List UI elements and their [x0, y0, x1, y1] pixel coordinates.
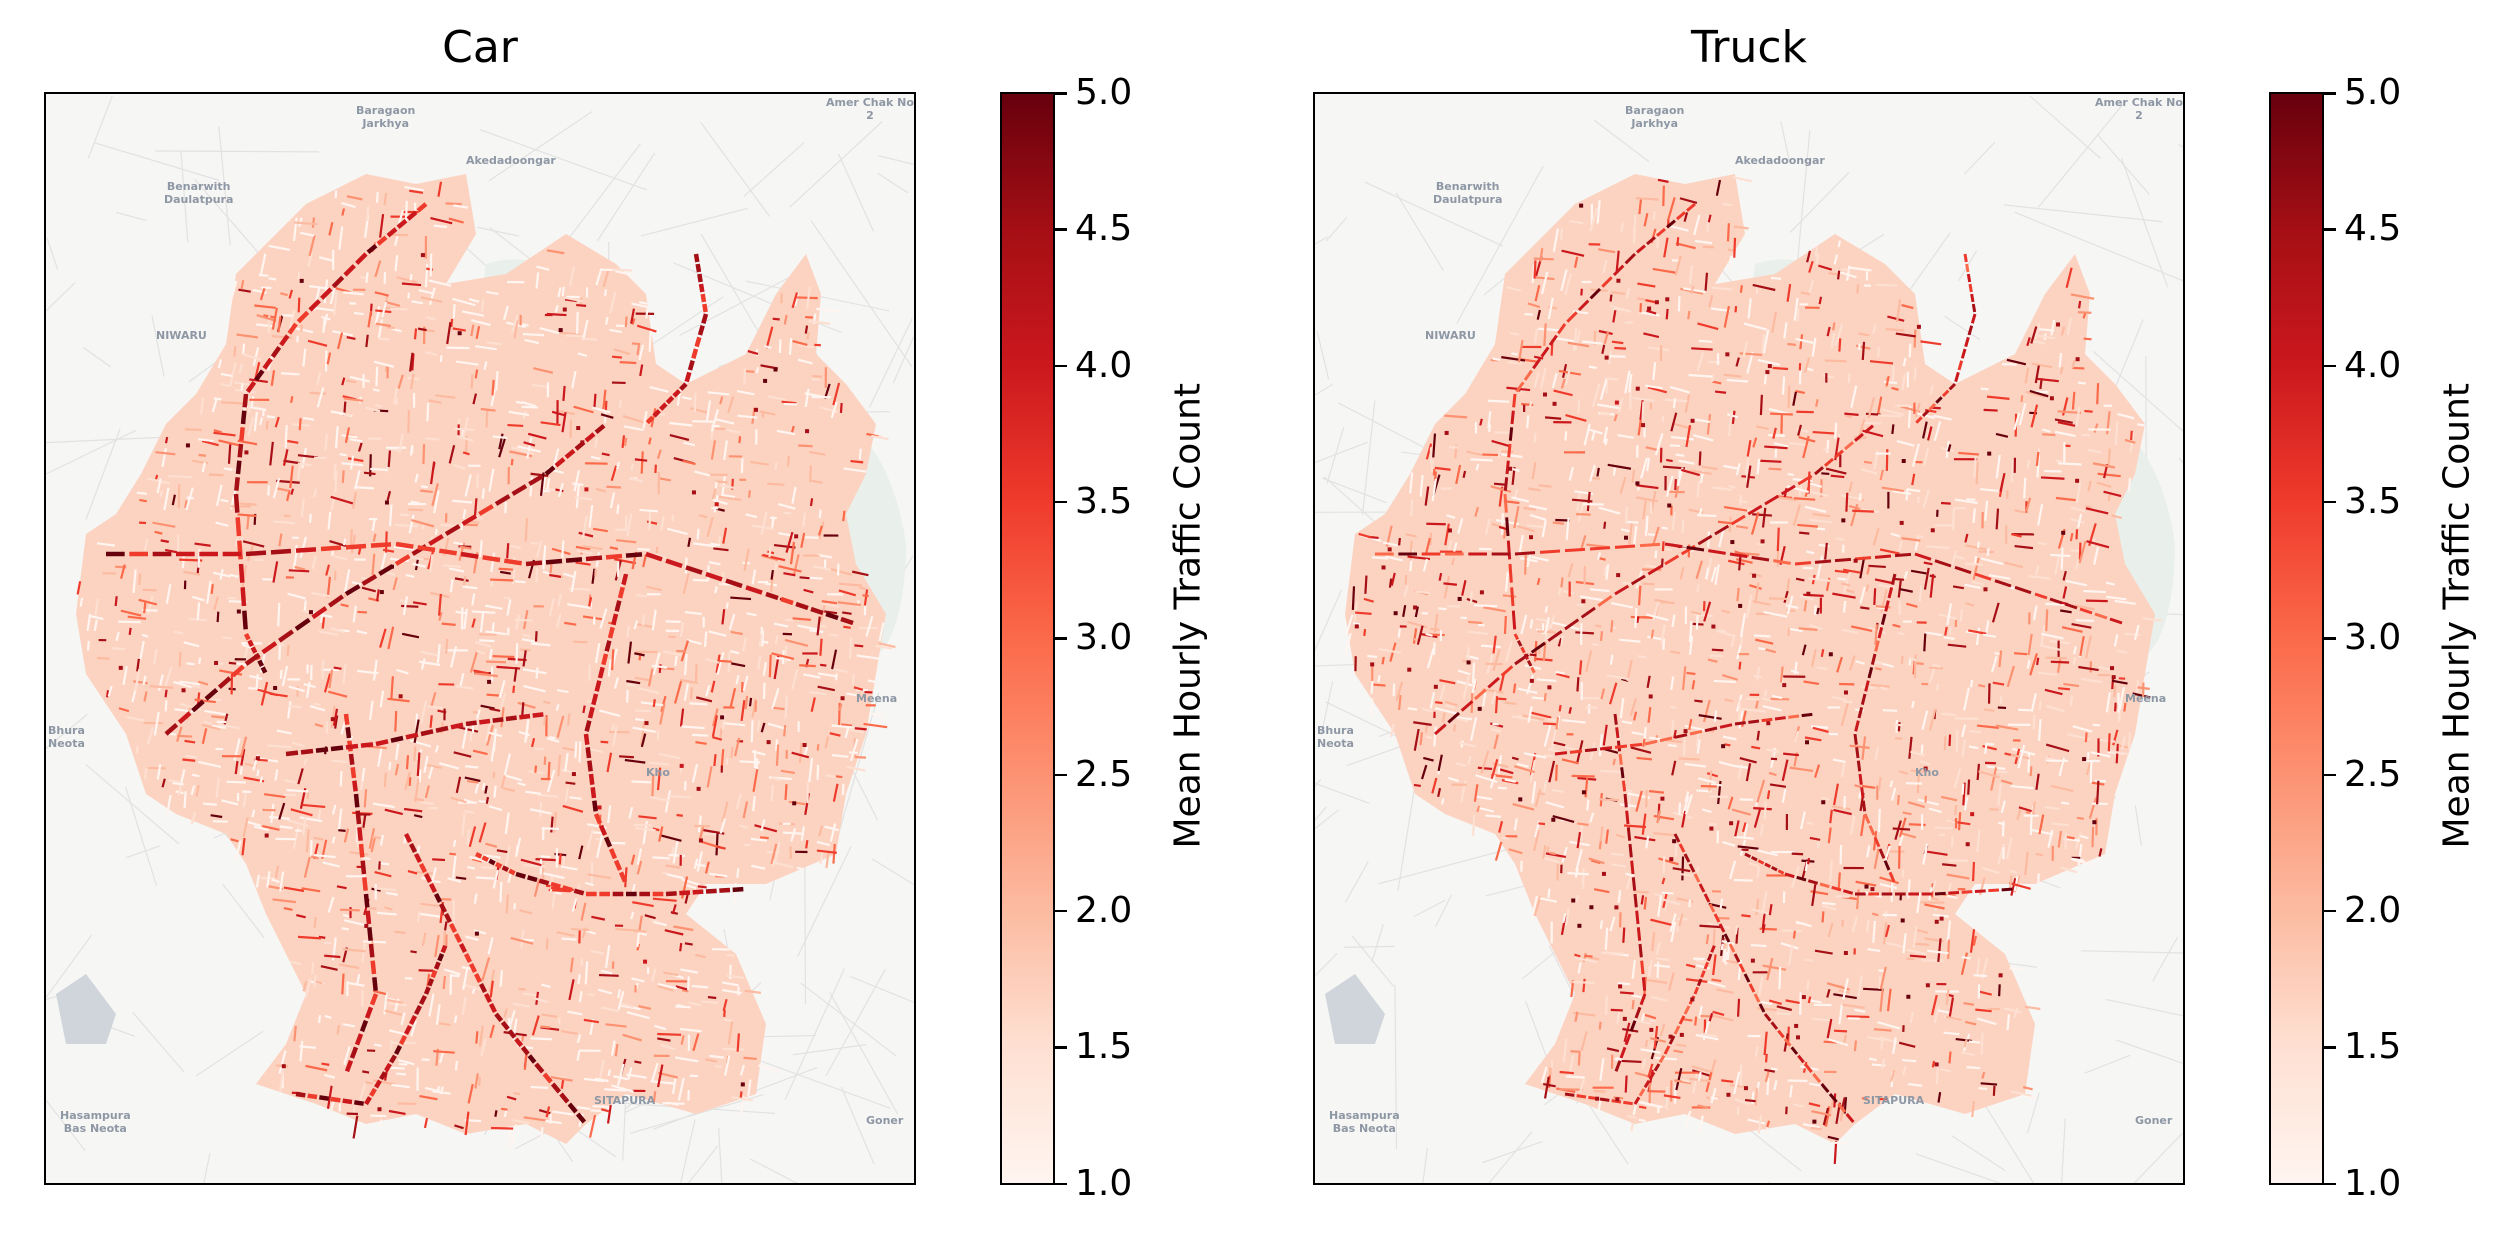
- colorbar-tick-label: 1.0: [2344, 1162, 2402, 1204]
- place-label: Hasampura Bas Neota: [60, 1109, 131, 1135]
- place-label: Goner: [2135, 1114, 2173, 1127]
- place-label: SITAPURA: [1863, 1094, 1925, 1107]
- panel-title: Truck: [1690, 22, 1808, 73]
- colorbar-tick: [2324, 500, 2336, 504]
- colorbar-tick: [1055, 1046, 1067, 1049]
- map-truck[interactable]: Baragaon Jarkhya Amer Chak No 2 Akedadoong…: [1313, 92, 2185, 1185]
- place-label: Akedadoongar: [466, 154, 556, 167]
- lake: [56, 974, 116, 1044]
- colorbar-tick: [2324, 92, 2336, 95]
- place-label: Benarwith Daulatpura: [164, 180, 234, 206]
- place-label: Amer Chak No 2: [2095, 96, 2183, 122]
- place-label: Bhura Neota: [48, 724, 85, 750]
- colorbar-label: Mean Hourly Traffic Count: [2436, 382, 2478, 849]
- map-car[interactable]: Baragaon Jarkhya Amer Chak No 2 Akedadoong…: [44, 92, 916, 1185]
- place-label: Benarwith Daulatpura: [1433, 180, 1503, 206]
- place-label: Kho: [1915, 766, 1939, 779]
- map-canvas: [46, 95, 914, 1183]
- city-coverage: [76, 174, 886, 1144]
- colorbar-tick-label: 2.0: [2344, 889, 2402, 931]
- colorbar-tick-label: 4.5: [2344, 208, 2402, 250]
- place-label: NIWARU: [156, 329, 207, 342]
- traffic-segments: [1344, 175, 2163, 1164]
- colorbar-tick: [2324, 364, 2336, 368]
- panel-title: Car: [442, 22, 518, 73]
- colorbar-tick-label: 2.5: [2344, 753, 2402, 795]
- place-label: Meena: [2125, 692, 2167, 705]
- place-label: Meena: [856, 692, 898, 705]
- colorbar-tick-label: 4.0: [2344, 344, 2402, 386]
- place-label: Akedadoongar: [1735, 154, 1825, 167]
- place-label: Amer Chak No 2: [826, 96, 914, 122]
- colorbar-tick: [1055, 637, 1067, 640]
- colorbar-tick-label: 3.5: [2344, 480, 2402, 522]
- colorbar-tick-label: 3.0: [2344, 617, 2402, 659]
- colorbar-tick: [1055, 228, 1067, 231]
- colorbar-tick: [1055, 909, 1067, 913]
- colorbar-tick: [2324, 909, 2336, 913]
- colorbar-tick-label: 5.0: [1075, 72, 1133, 113]
- colorbar-tick: [1055, 1182, 1067, 1185]
- colorbar-tick-label: 2.5: [1075, 753, 1133, 795]
- colorbar-tick: [2324, 637, 2336, 640]
- colorbar-label: Mean Hourly Traffic Count: [1167, 382, 1209, 849]
- place-label: Goner: [866, 1114, 904, 1127]
- colorbar-tick: [2324, 1046, 2336, 1049]
- city-coverage: [1345, 174, 2155, 1144]
- place-label: Bhura Neota: [1317, 724, 1354, 750]
- colorbar: [2269, 92, 2324, 1185]
- colorbar-tick: [2324, 228, 2336, 231]
- colorbar-tick-label: 4.0: [1075, 344, 1133, 386]
- colorbar-tick-label: 1.5: [1075, 1026, 1133, 1068]
- colorbar-tick: [1055, 364, 1067, 368]
- colorbar-tick-label: 1.5: [2344, 1026, 2402, 1068]
- colorbar-tick: [1055, 773, 1067, 777]
- colorbar-tick-label: 2.0: [1075, 889, 1133, 931]
- map-canvas: [1315, 95, 2183, 1183]
- lake: [1325, 974, 1385, 1044]
- colorbar-tick-label: 3.5: [1075, 480, 1133, 522]
- traffic-segments: [76, 181, 896, 1149]
- place-label: Baragaon Jarkhya: [356, 104, 416, 130]
- colorbar-tick: [1055, 92, 1067, 95]
- place-label: Hasampura Bas Neota: [1329, 1109, 1400, 1135]
- colorbar-tick-label: 4.5: [1075, 208, 1133, 250]
- place-label: SITAPURA: [594, 1094, 656, 1107]
- place-label: Kho: [646, 766, 670, 779]
- colorbar: [1000, 92, 1055, 1185]
- place-label: Baragaon Jarkhya: [1625, 104, 1685, 130]
- colorbar-tick-label: 5.0: [2344, 72, 2402, 113]
- colorbar-tick: [2324, 1182, 2336, 1185]
- colorbar-tick: [2324, 773, 2336, 777]
- colorbar-tick: [1055, 500, 1067, 504]
- place-label: NIWARU: [1425, 329, 1476, 342]
- colorbar-tick-label: 3.0: [1075, 617, 1133, 659]
- colorbar-tick-label: 1.0: [1075, 1162, 1133, 1204]
